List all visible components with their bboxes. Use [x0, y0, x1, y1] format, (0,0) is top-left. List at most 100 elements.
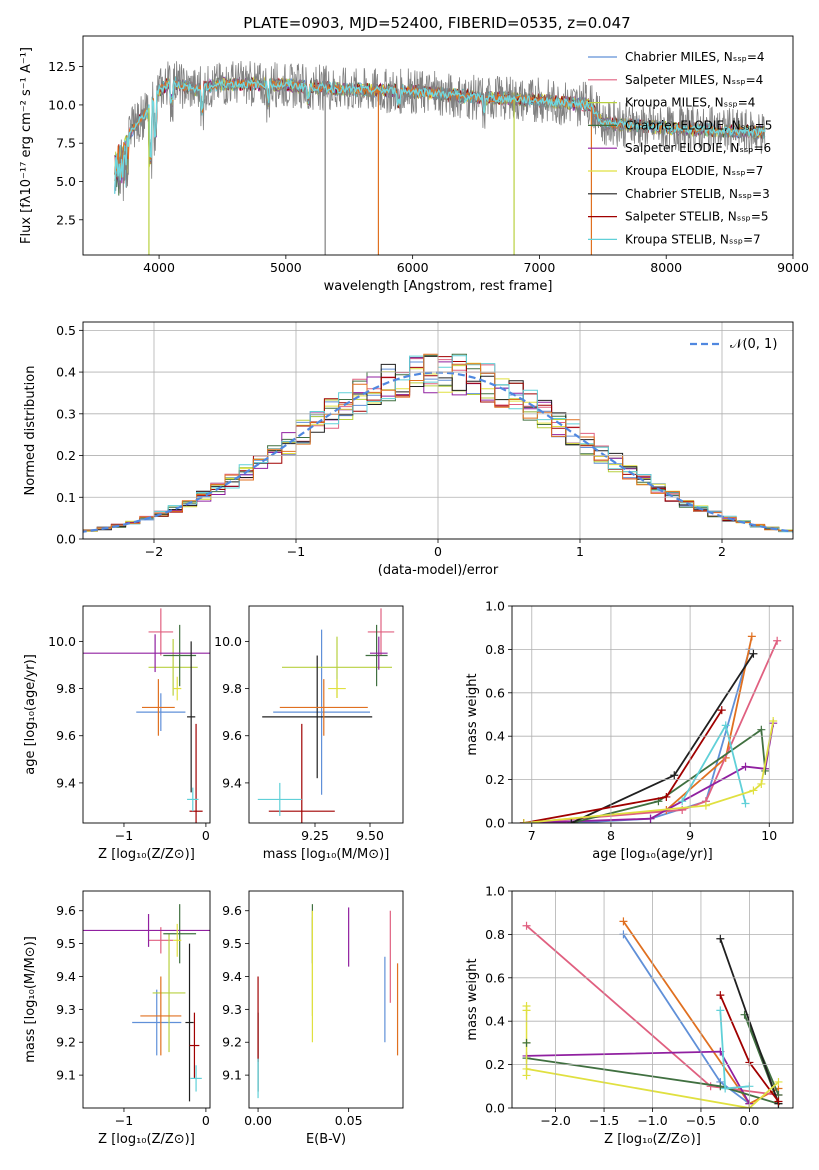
y-tick-label: 0.2 — [485, 772, 505, 787]
y-tick-label: 9.8 — [56, 681, 76, 696]
x-tick-label: 0 — [202, 1113, 210, 1128]
marker-point — [619, 917, 628, 926]
axes-frame — [248, 890, 404, 1109]
marker-point — [567, 819, 576, 823]
y-tick-label: 0.4 — [485, 1014, 505, 1029]
plot-area-mass-vs-ebv — [257, 904, 399, 1099]
marker-point — [522, 921, 531, 930]
marker-point — [757, 779, 766, 788]
x-axis-label: (data-model)/error — [378, 563, 499, 578]
x-tick-label: 9.50 — [356, 828, 384, 843]
panel-residuals: −2 −1 0 1 2 0.0 0.1 0.2 0.3 0.4 0.5 (data-model)/er… — [23, 321, 794, 578]
legend-label: Salpeter MILES, Nₛₛₚ=4 — [625, 73, 763, 87]
marker-point — [761, 766, 770, 775]
y-tick-label: 0.8 — [485, 927, 505, 942]
x-tick-label: 8000 — [650, 260, 682, 275]
weight-line — [526, 1068, 780, 1108]
y-axis-label: Normed distribution — [23, 366, 38, 496]
marker-point — [749, 786, 758, 795]
x-tick-label: 8 — [607, 828, 615, 843]
x-tick-label: 4000 — [143, 260, 175, 275]
y-tick-label: 9.1 — [222, 1068, 242, 1083]
legend-label: Kroupa ELODIE, Nₛₛₚ=7 — [625, 164, 763, 178]
legend-label: Kroupa STELIB, Nₛₛₚ=7 — [625, 232, 761, 246]
x-axis-label: mass [log₁₀(M/M⊙)] — [263, 847, 390, 862]
marker-point — [522, 1071, 531, 1080]
marker-point — [749, 649, 758, 658]
marker-point — [646, 814, 655, 823]
legend-label: Chabrier ELODIE, Nₛₛₚ=5 — [625, 118, 772, 132]
marker-point — [774, 1097, 783, 1106]
x-tick-label: 9 — [686, 828, 694, 843]
legend-label: 𝒩(0, 1) — [730, 337, 777, 352]
x-tick-label: −1.5 — [589, 1113, 619, 1128]
x-axis-label: age [log₁₀(age/yr)] — [592, 847, 713, 862]
panel-age-vs-Z: −1 0 9.4 9.6 9.8 10.0 Z [log₁₀(Z/Z⊙)] age [log₁… — [23, 605, 211, 862]
axes-frame — [511, 890, 794, 1109]
axes-frame — [82, 605, 211, 824]
y-tick-label: 9.5 — [56, 936, 76, 951]
x-axis-label: E(B-V) — [306, 1132, 346, 1147]
y-tick-label: 0.0 — [485, 816, 505, 831]
figure-title: PLATE=0903, MJD=52400, FIBERID=0535, z=0… — [243, 14, 630, 32]
x-tick-label: 10 — [761, 828, 777, 843]
x-axis-label: Z [log₁₀(Z/Z⊙)] — [98, 1132, 195, 1147]
y-tick-label: 9.4 — [56, 969, 76, 984]
marker-point — [716, 934, 725, 943]
y-tick-label: 2.5 — [56, 212, 76, 227]
legend-label: Kroupa MILES, Nₛₛₚ=4 — [625, 96, 755, 110]
marker-point — [716, 1082, 725, 1091]
y-tick-label: 9.2 — [222, 1035, 242, 1050]
y-axis-label: mass weight — [465, 673, 480, 755]
marker-point — [716, 1006, 725, 1015]
y-tick-label: 9.1 — [56, 1068, 76, 1083]
y-tick-label: 0.3 — [56, 406, 76, 421]
y-tick-label: 0.8 — [485, 642, 505, 657]
x-axis-label: Z [log₁₀(Z/Z⊙)] — [98, 847, 195, 862]
x-tick-label: 1 — [576, 544, 584, 559]
marker-point — [706, 1082, 715, 1091]
x-tick-label: −2 — [145, 544, 163, 559]
x-tick-label: 2 — [718, 544, 726, 559]
marker-point — [716, 991, 725, 1000]
y-tick-label: 9.2 — [56, 1035, 76, 1050]
y-tick-label: 5.0 — [56, 174, 76, 189]
x-axis-label: wavelength [Angstrom, rest frame] — [324, 279, 553, 294]
y-tick-label: 9.6 — [56, 903, 76, 918]
x-tick-label: 0 — [202, 828, 210, 843]
axes-frame — [82, 321, 794, 540]
plot-area-age-vs-Z — [83, 608, 210, 823]
y-tick-label: 9.5 — [222, 936, 242, 951]
y-tick-label: 0.4 — [56, 365, 76, 380]
marker-point — [522, 1006, 531, 1015]
x-tick-label: −1.0 — [637, 1113, 667, 1128]
legend: Chabrier MILES, Nₛₛₚ=4 Salpeter MILES, Nₛ… — [588, 50, 772, 246]
plot-area-mass-vs-Z — [83, 904, 210, 1102]
weight-line — [571, 728, 767, 823]
marker-point — [721, 721, 730, 730]
y-tick-label: 10.0 — [48, 97, 76, 112]
y-tick-label: 0.0 — [56, 532, 76, 547]
marker-point — [717, 706, 726, 715]
x-tick-label: 9.25 — [301, 828, 329, 843]
marker-point — [522, 1038, 531, 1047]
x-tick-label: −1 — [115, 1113, 133, 1128]
panel-mass-vs-Z: −1 0 9.1 9.2 9.3 9.4 9.5 9.6 Z [log₁₀(Z/Z⊙)] mass… — [23, 890, 211, 1147]
x-axis-label: Z [log₁₀(Z/Z⊙)] — [604, 1132, 701, 1147]
y-tick-label: 9.8 — [222, 681, 242, 696]
axes-frame — [82, 35, 794, 256]
y-tick-label: 9.3 — [56, 1002, 76, 1017]
y-axis-label: Flux [fλ10⁻¹⁷ erg cm⁻² s⁻¹ A⁻¹] — [19, 47, 34, 244]
y-tick-label: 10.0 — [214, 634, 242, 649]
x-tick-label: 7 — [528, 828, 536, 843]
weight-line — [523, 640, 779, 823]
y-tick-label: 9.6 — [222, 728, 242, 743]
plot-area-age-vs-mass — [257, 608, 395, 823]
y-tick-label: 0.4 — [485, 729, 505, 744]
x-tick-label: 0.00 — [244, 1113, 272, 1128]
y-tick-label: 9.6 — [222, 903, 242, 918]
marker-point — [741, 762, 750, 771]
spectrum-line — [114, 78, 766, 194]
x-tick-label: −2.0 — [540, 1113, 570, 1128]
